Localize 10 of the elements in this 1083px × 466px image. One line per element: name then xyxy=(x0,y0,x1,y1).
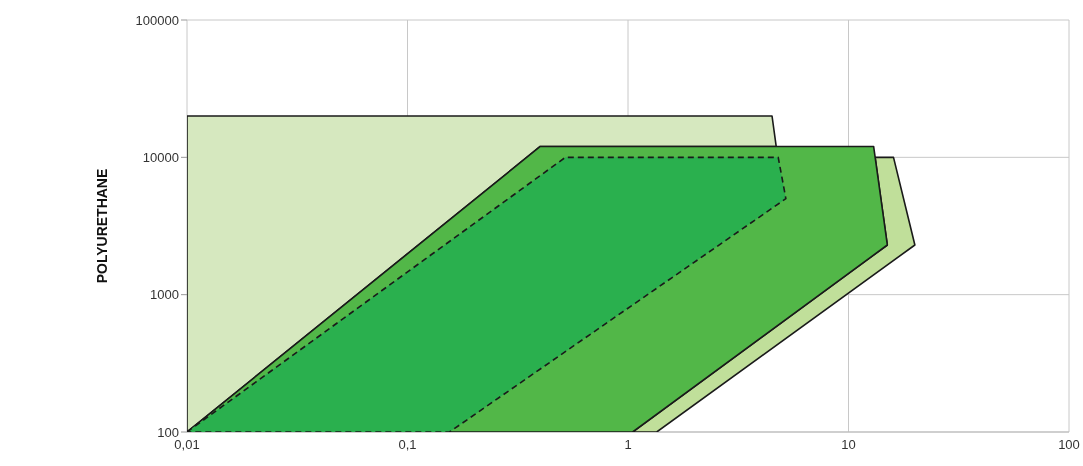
y-tick-label: 100 xyxy=(157,424,179,440)
x-tick-label: 1 xyxy=(624,437,632,453)
y-tick-label: 1000 xyxy=(150,287,179,303)
x-tick-label: 10 xyxy=(841,437,856,453)
y-tick-label: 10000 xyxy=(142,149,179,165)
y-tick-label: 100000 xyxy=(135,12,179,28)
x-tick-label: 0,1 xyxy=(398,437,417,453)
x-tick-label: 0,01 xyxy=(174,437,200,453)
x-tick-label: 100 xyxy=(1058,437,1080,453)
y-axis-title: POLYURETHANE xyxy=(93,168,110,284)
